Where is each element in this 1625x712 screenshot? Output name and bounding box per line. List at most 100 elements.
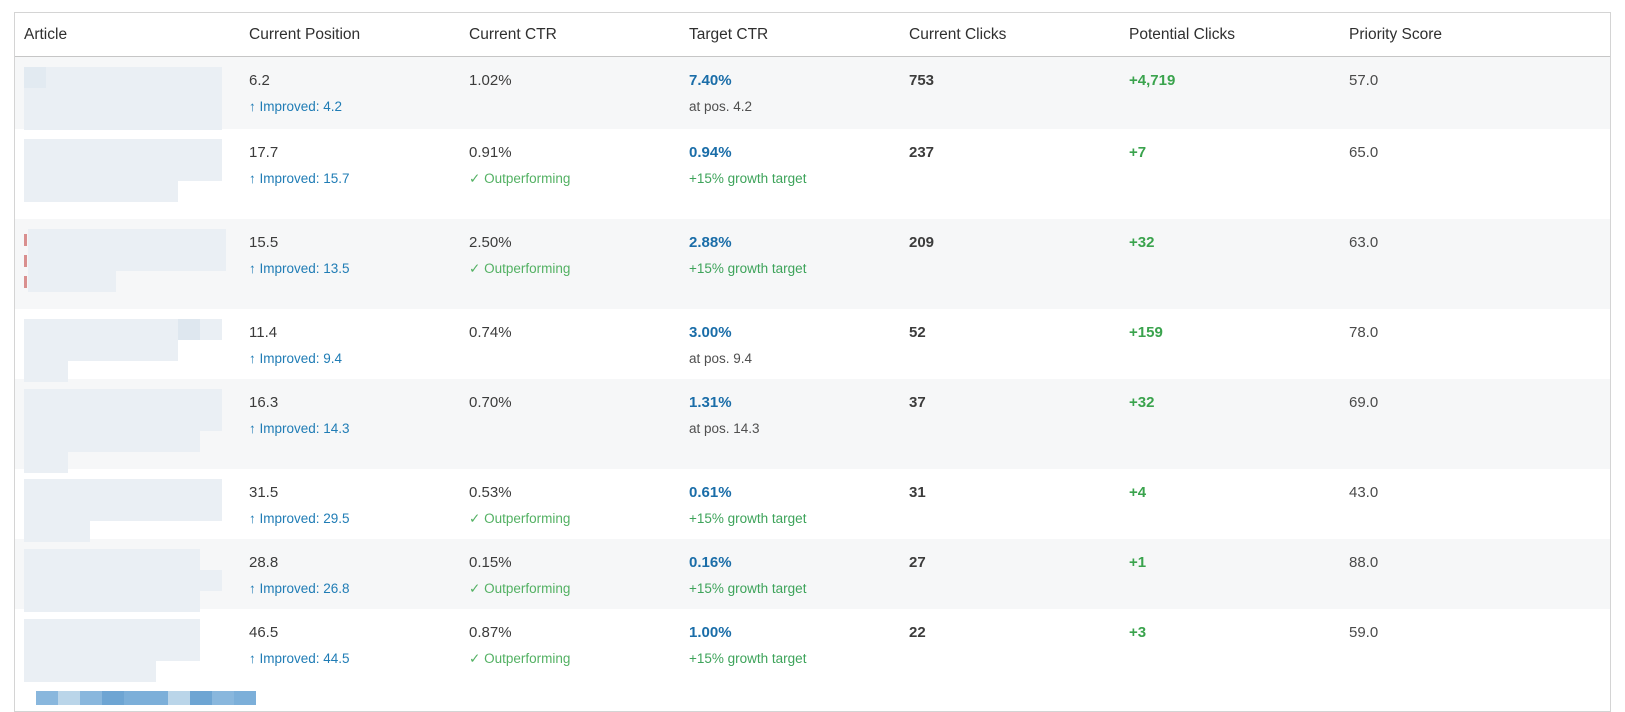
redaction-tile bbox=[94, 229, 116, 250]
current-ctr-value: 0.53% bbox=[469, 484, 512, 501]
redaction-tile bbox=[90, 410, 112, 431]
current-clicks-cell: 753 bbox=[909, 57, 1129, 130]
redaction-tile bbox=[68, 661, 90, 682]
redaction-tile bbox=[182, 229, 204, 250]
position-value: 17.7 bbox=[249, 144, 279, 161]
article-cell bbox=[15, 57, 249, 130]
redaction-tile bbox=[112, 500, 134, 521]
redaction-tile bbox=[24, 591, 46, 612]
current-ctr-cell: 0.15% ✓ Outperforming bbox=[469, 539, 689, 612]
position-value: 15.5 bbox=[249, 234, 279, 251]
target-note: +15% growth target bbox=[689, 171, 807, 186]
current-ctr-cell: 0.53% ✓ Outperforming bbox=[469, 469, 689, 542]
current-position-cell: 11.4 ↑ Improved: 9.4 bbox=[249, 309, 469, 382]
redaction-tile bbox=[212, 691, 234, 705]
priority-score-value: 65.0 bbox=[1349, 144, 1379, 161]
redaction-tile bbox=[46, 570, 68, 591]
redaction-tile bbox=[200, 410, 222, 431]
article-title-redacted[interactable] bbox=[24, 139, 239, 202]
redaction-tile bbox=[134, 389, 156, 410]
redaction-tile bbox=[134, 661, 156, 682]
article-title-redacted[interactable] bbox=[24, 319, 239, 382]
improved-label: Improved: 14.3 bbox=[255, 421, 350, 436]
potential-clicks-value: +7 bbox=[1129, 144, 1147, 161]
redaction-tile bbox=[90, 591, 112, 612]
redaction-tile bbox=[178, 549, 200, 570]
potential-clicks-value: +3 bbox=[1129, 624, 1147, 641]
target-note: +15% growth target bbox=[689, 651, 807, 666]
target-ctr-value: 1.31% bbox=[689, 394, 732, 411]
outperforming-indicator: ✓ Outperforming bbox=[469, 510, 679, 528]
priority-score-value: 59.0 bbox=[1349, 624, 1379, 641]
redaction-tile bbox=[46, 500, 68, 521]
article-title-redacted[interactable] bbox=[24, 67, 239, 130]
redaction-tile bbox=[204, 250, 226, 271]
redaction-tile bbox=[134, 479, 156, 500]
improved-label: Improved: 15.7 bbox=[255, 171, 350, 186]
current-clicks-cell: 209 bbox=[909, 219, 1129, 309]
target-ctr-cell: 2.88% +15% growth target bbox=[689, 219, 909, 309]
redaction-tile bbox=[156, 139, 178, 160]
article-title-redacted[interactable] bbox=[24, 389, 239, 473]
redaction-tile bbox=[50, 271, 72, 292]
redaction-tile bbox=[178, 319, 200, 340]
column-header-priority-score: Priority Score bbox=[1349, 25, 1443, 43]
redaction-tile bbox=[138, 250, 160, 271]
redaction-tile bbox=[58, 691, 80, 705]
redaction-tile bbox=[156, 500, 178, 521]
redaction-tile bbox=[134, 500, 156, 521]
redaction-tile bbox=[178, 410, 200, 431]
redaction-tile bbox=[68, 591, 90, 612]
check-icon: ✓ bbox=[469, 581, 481, 596]
article-url-redacted[interactable] bbox=[36, 691, 256, 705]
current-clicks-cell: 27 bbox=[909, 539, 1129, 612]
redaction-tile bbox=[204, 229, 226, 250]
redaction-tile bbox=[24, 361, 46, 382]
redaction-tile bbox=[24, 139, 46, 160]
redaction-tile bbox=[156, 109, 178, 130]
article-title-redacted[interactable] bbox=[24, 479, 239, 542]
redaction-tile bbox=[90, 88, 112, 109]
redaction-tile bbox=[36, 691, 58, 705]
redaction-tile bbox=[138, 229, 160, 250]
current-ctr-cell: 2.50% ✓ Outperforming bbox=[469, 219, 689, 309]
redaction-tile bbox=[90, 549, 112, 570]
outperforming-label: Outperforming bbox=[480, 581, 571, 596]
priority-score-cell: 69.0 bbox=[1349, 379, 1610, 473]
outperforming-label: Outperforming bbox=[480, 511, 571, 526]
article-title-redacted[interactable] bbox=[24, 619, 239, 682]
target-note: at pos. 4.2 bbox=[689, 99, 753, 114]
redaction-line bbox=[24, 640, 239, 661]
redaction-line bbox=[24, 340, 239, 361]
redaction-tile bbox=[24, 160, 46, 181]
redaction-tile bbox=[112, 479, 134, 500]
priority-score-value: 57.0 bbox=[1349, 72, 1379, 89]
redaction-tile bbox=[50, 229, 72, 250]
redaction-tile bbox=[200, 479, 222, 500]
redaction-tile bbox=[112, 109, 134, 130]
redaction-tile bbox=[156, 619, 178, 640]
redaction-tile bbox=[68, 570, 90, 591]
redaction-tile bbox=[24, 319, 46, 340]
column-header-current-ctr: Current CTR bbox=[469, 25, 557, 43]
target-ctr-cell: 3.00% at pos. 9.4 bbox=[689, 309, 909, 382]
redaction-tile bbox=[168, 691, 190, 705]
table-row: 31.5 ↑ Improved: 29.5 0.53% ✓ Outperforming… bbox=[15, 469, 1610, 542]
outperforming-indicator: ✓ Outperforming bbox=[469, 260, 679, 278]
redaction-tile bbox=[178, 640, 200, 661]
redaction-tile bbox=[46, 619, 68, 640]
redaction-tile bbox=[24, 570, 46, 591]
redaction-tile bbox=[190, 691, 212, 705]
position-value: 31.5 bbox=[249, 484, 279, 501]
article-title-redacted[interactable] bbox=[24, 229, 239, 292]
redaction-tile bbox=[102, 691, 124, 705]
redaction-tile bbox=[134, 88, 156, 109]
article-title-redacted[interactable] bbox=[24, 549, 239, 612]
redaction-tile bbox=[112, 389, 134, 410]
redaction-tile bbox=[178, 619, 200, 640]
redaction-tile bbox=[90, 319, 112, 340]
priority-score-value: 78.0 bbox=[1349, 324, 1379, 341]
current-position-cell: 17.7 ↑ Improved: 15.7 bbox=[249, 129, 469, 219]
redaction-tile bbox=[80, 691, 102, 705]
redaction-tile bbox=[112, 181, 134, 202]
